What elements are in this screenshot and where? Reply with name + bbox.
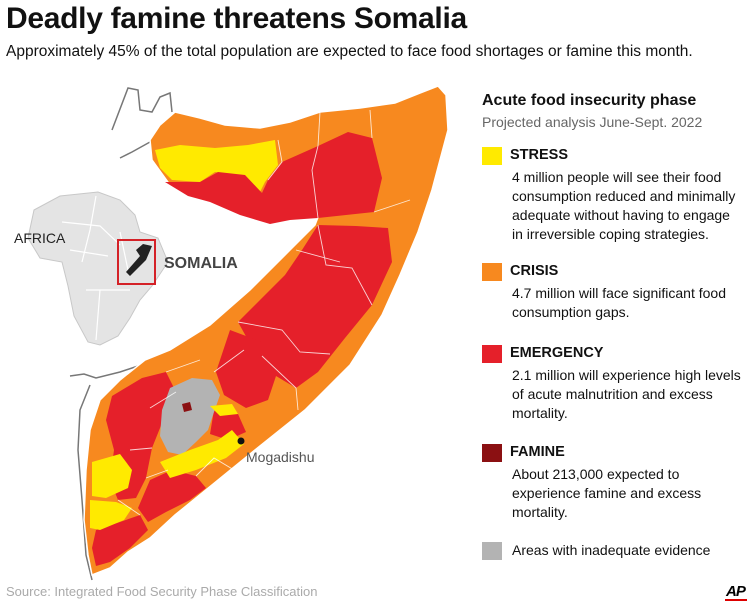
region-stress bbox=[92, 454, 132, 498]
africa-inset-shape bbox=[27, 191, 169, 346]
region-emergency bbox=[210, 410, 246, 440]
neighbor-border-line bbox=[111, 87, 173, 131]
legend-title: Acute food insecurity phase bbox=[482, 92, 697, 109]
ap-logo-underline bbox=[725, 599, 747, 601]
page-subtitle: Approximately 45% of the total populatio… bbox=[6, 43, 693, 60]
region-stress bbox=[210, 404, 238, 416]
inset-somalia-label: SOMALIA bbox=[164, 255, 238, 272]
neighbor-border-line bbox=[119, 141, 151, 159]
legend-label-stress: STRESS bbox=[510, 147, 569, 163]
region-inadequate-evidence bbox=[160, 378, 220, 455]
ap-logo: AP bbox=[726, 583, 746, 600]
region-stress bbox=[90, 500, 132, 530]
legend-desc-emergency: 2.1 million will experience high levels … bbox=[512, 367, 741, 421]
legend-swatch-emergency bbox=[482, 345, 502, 363]
africa-inset-borders bbox=[61, 195, 130, 341]
legend-swatch-crisis bbox=[482, 263, 502, 281]
mogadishu-marker bbox=[237, 437, 245, 445]
legend-swatch-stress bbox=[482, 147, 502, 165]
neighbor-border-line bbox=[77, 384, 93, 581]
neighbor-border-line bbox=[69, 361, 151, 379]
region-stress bbox=[160, 430, 244, 478]
legend-label-inadequate: Areas with inadequate evidence bbox=[512, 542, 711, 558]
inset-somalia-shape bbox=[126, 244, 152, 276]
source-credit: Source: Integrated Food Security Phase C… bbox=[6, 584, 318, 599]
legend-swatch-famine bbox=[482, 444, 502, 462]
region-emergency bbox=[92, 515, 148, 566]
legend-label-famine: FAMINE bbox=[510, 444, 565, 460]
legend-swatch-inadequate bbox=[482, 542, 502, 560]
legend-desc-stress: 4 million people will see their food con… bbox=[512, 169, 736, 242]
somalia-map: AFRICA SOMALIA Mogadishu bbox=[14, 85, 449, 581]
inset-highlight-box bbox=[117, 239, 156, 285]
legend-subtitle: Projected analysis June-Sept. 2022 bbox=[482, 114, 703, 130]
page-title: Deadly famine threatens Somalia bbox=[6, 2, 467, 35]
region-famine bbox=[182, 402, 192, 412]
legend-desc-crisis: 4.7 million will face significant food c… bbox=[512, 285, 726, 320]
region-emergency bbox=[138, 470, 206, 522]
mogadishu-label: Mogadishu bbox=[246, 449, 315, 465]
region-emergency bbox=[238, 225, 392, 388]
inset-africa-label: AFRICA bbox=[14, 230, 66, 246]
region-emergency bbox=[165, 132, 382, 224]
legend-desc-famine: About 213,000 expected to experience fam… bbox=[512, 466, 702, 520]
legend-label-emergency: EMERGENCY bbox=[510, 345, 604, 361]
region-emergency bbox=[216, 330, 278, 408]
legend-label-crisis: CRISIS bbox=[510, 263, 559, 279]
region-boundary-lines bbox=[117, 109, 411, 516]
